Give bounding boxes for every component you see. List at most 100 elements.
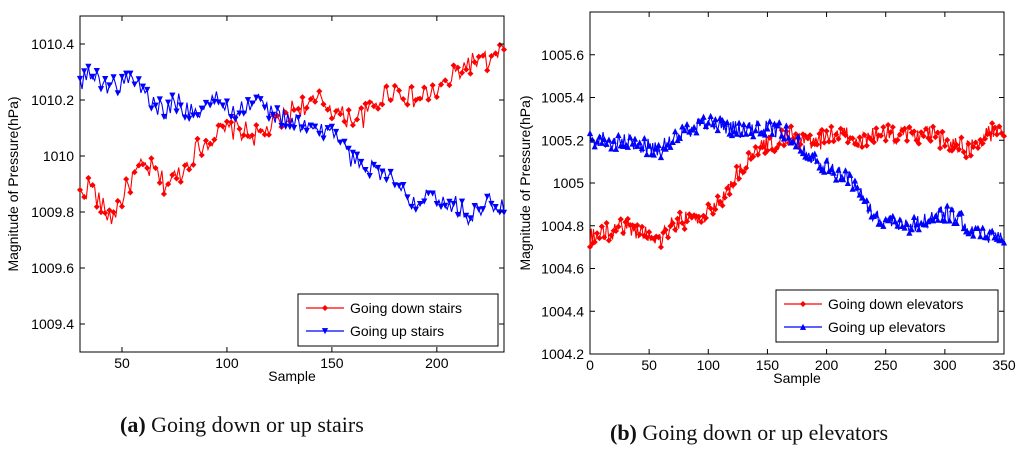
elevators-series-0-point [683,218,691,225]
stairs-series-0-point [165,181,172,188]
stairs-series-0-point [211,136,218,143]
stairs-series-0-point [337,111,344,118]
elevators-series-0-point [870,139,877,146]
elevators-series-0-point [989,120,996,127]
stairs-pressure-chart: 50 100 150 200 1009.4 1009.6 1009.8 1010 1010.2 1… [5,15,508,384]
elevators-series-0-point [776,141,783,148]
elevators-series-0-point [960,148,967,156]
elevators-series-0-point [814,141,821,148]
elevators-series-1-point [750,133,757,140]
elevators-series-0-point [712,206,719,213]
stairs-series-0-point [148,155,155,162]
stairs-series-1-point [412,206,419,213]
caption-elevators-text: Going down or up elevators [636,420,889,445]
elevators-series-1-point [776,119,783,126]
stairs-series-1-point [492,203,499,211]
stairs-series-1-point [307,122,314,129]
stairs-series-1-point [500,209,508,216]
stairs-series-1-point [165,99,172,106]
stairs-ytick-label: 1010.2 [31,92,74,108]
stairs-xtick-label: 50 [114,355,130,371]
elevators-series-1-point [735,119,743,126]
stairs-series-0-point [215,122,222,129]
elevators-series-0-point [944,136,951,143]
stairs-series-0-point [265,131,272,138]
stairs-series-0-point [383,83,390,90]
stairs-series-1-point [299,124,306,131]
elevators-pressure-chart: 0 50 100 150 200 250 300 350 1004.2 1004.4 1004.6 1… [517,11,1016,386]
elevators-series-1-point [709,121,717,128]
stairs-series-0-point [488,52,495,59]
elevators-series-0-point [977,136,984,143]
elevators-series-1-point [761,131,769,138]
stairs-series-0-point [160,190,167,198]
stairs-series-0-point [341,118,348,125]
stairs-series-0-point [375,105,382,112]
elevators-series-0-point [646,229,653,236]
stairs-series-1-point [202,99,210,107]
elevators-series-0-point [821,139,828,146]
elevators-series-1-point [979,224,986,231]
stairs-series-1-point [152,102,159,109]
elevators-series-0-point [605,237,612,244]
stairs-series-1-point [240,110,247,117]
stairs-series-0-point [76,186,84,193]
stairs-series-0-point [479,52,487,59]
elevators-series-1-point [764,125,771,132]
elevators-series-0-point [780,142,788,149]
elevators-series-0-point [903,137,911,144]
stairs-series-0-point [387,97,394,104]
elevators-series-1-point [816,164,823,171]
elevators-series-0-point [662,226,669,233]
stairs-ytick-label: 1010 [43,148,74,164]
stairs-series-0-point [257,127,264,134]
elevators-series-1-point [851,177,859,184]
elevators-series-1-point [702,122,710,129]
stairs-series-0-point [454,64,461,71]
stairs-series-1-point [416,200,424,208]
elevators-series-0-point [828,123,835,130]
stairs-series-1-point [349,149,356,156]
stairs-xtick-label: 100 [215,355,239,371]
stairs-x-axis-label: Sample [268,368,316,384]
elevators-series-1-point [728,131,736,139]
elevators-series-1-point [946,217,953,224]
elevators-series-0-point [617,216,624,223]
stairs-series-1-point [89,73,96,80]
elevators-series-1-point [724,118,731,126]
elevators-series-0-point [771,148,778,155]
stairs-series-1-point [442,202,449,209]
elevators-series-0-point [665,234,672,241]
stairs-series-1-point [123,70,130,77]
elevators-series-1-point [594,138,601,145]
caption-elevators: (b) Going down or up elevators [610,420,888,446]
elevators-series-0-point [726,191,733,198]
elevators-series-0-point [934,129,941,136]
elevators-series-0-point [941,143,948,150]
stairs-series-0-point [316,88,323,95]
stairs-series-0-point [190,161,197,168]
elevators-ytick-label: 1004.6 [541,261,584,277]
elevators-series-0-point [773,144,780,151]
stairs-series-0-point [236,125,243,132]
stairs-series-0-point [198,152,205,159]
stairs-series-0-point [442,77,449,84]
elevators-series-1-point [906,229,913,236]
elevators-series-1-point [603,140,610,147]
elevators-series-0-point [769,146,776,153]
elevators-series-0-point [721,194,728,201]
stairs-series-1-point [458,198,466,205]
elevators-series-1-point [712,116,719,123]
stairs-series-0-point [366,99,373,106]
stairs-y-axis-label: Magnitude of Pressure(hPa) [5,96,21,271]
elevators-series-0-point [686,211,693,218]
stairs-series-1-point [278,122,285,130]
elevators-series-1-point [915,226,922,233]
elevators-series-0-point [657,244,664,251]
elevators-series-1-point [740,121,747,128]
stairs-series-0-point [102,209,109,216]
elevators-series-1-point [989,227,996,234]
stairs-series-0-point [467,70,474,77]
stairs-legend-marker-0 [321,304,329,312]
elevators-series-0-point [906,124,913,131]
